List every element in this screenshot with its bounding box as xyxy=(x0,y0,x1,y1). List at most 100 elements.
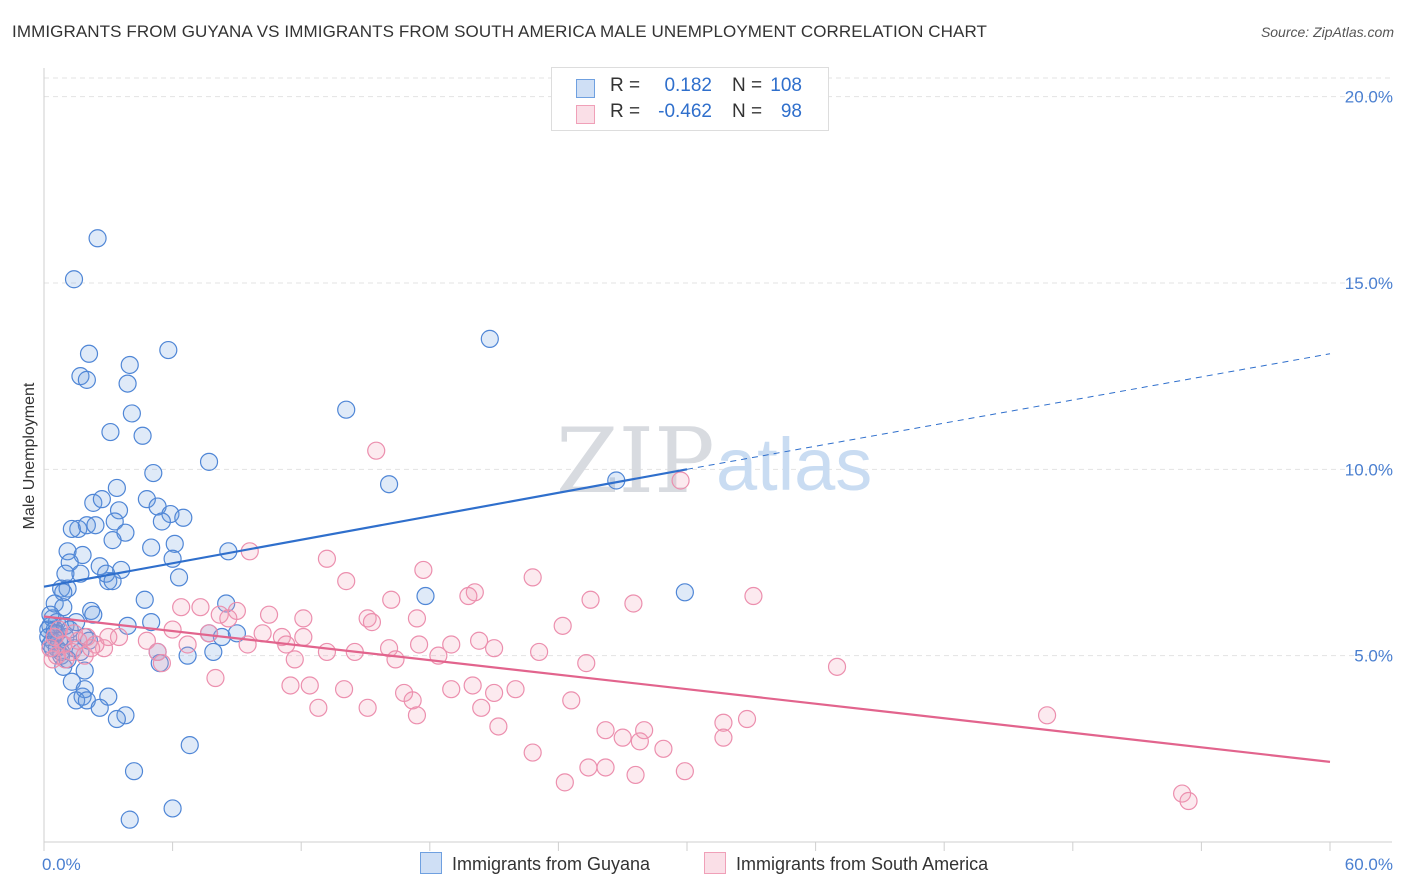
guyana-point xyxy=(416,586,435,606)
legend-swatch-guyana xyxy=(576,79,595,98)
guyana-point xyxy=(165,534,184,553)
south-america-point xyxy=(403,691,422,710)
legend-r-value: -0.462 xyxy=(658,101,712,122)
south-america-point xyxy=(75,646,94,665)
y-tick-label: 20.0% xyxy=(1345,88,1393,107)
south-america-point xyxy=(485,639,504,658)
guyana-point xyxy=(101,422,120,442)
south-america-point xyxy=(137,631,156,650)
south-america-point xyxy=(253,624,272,643)
south-america-point xyxy=(172,598,191,617)
legend-n-label: N = xyxy=(732,101,763,122)
south-america-point xyxy=(109,627,129,647)
legend-n-label: N = xyxy=(732,75,763,96)
watermark: ZIP atlas xyxy=(556,409,872,514)
guyana-point xyxy=(67,691,86,710)
south-america-point xyxy=(362,613,382,632)
south-america-point xyxy=(489,717,508,736)
south-america-point xyxy=(442,680,461,699)
south-america-point xyxy=(472,698,491,717)
south-america-point xyxy=(469,631,489,650)
guyana-point xyxy=(217,594,236,613)
guyana-point xyxy=(118,374,137,393)
legend-row-guyana: R = 0.182 N = 108 xyxy=(552,75,828,101)
south-america-point xyxy=(714,713,733,732)
watermark-atlas: atlas xyxy=(716,423,872,506)
x-tick-label: 60.0% xyxy=(1345,855,1393,874)
guyana-point xyxy=(133,426,152,445)
guyana-point xyxy=(120,355,139,375)
trend-lines xyxy=(43,353,1331,763)
guyana-point xyxy=(107,478,126,498)
guyana-point xyxy=(90,698,109,717)
south-america-point xyxy=(630,732,649,751)
guyana-point xyxy=(75,661,94,680)
guyana-point xyxy=(180,736,199,755)
guyana-point xyxy=(159,340,178,360)
legend-swatch-south-america xyxy=(576,105,595,124)
south-america-point xyxy=(358,698,377,717)
guyana-point xyxy=(135,590,154,609)
x-tick-label: 0.0% xyxy=(42,855,81,874)
legend-n-value: 108 xyxy=(770,75,802,96)
x-tick-labels: 0.0% 60.0% xyxy=(42,855,1393,874)
guyana-point xyxy=(137,490,156,509)
south-america-point xyxy=(827,657,847,676)
guyana-trend-extension xyxy=(686,353,1331,470)
south-america-point xyxy=(337,572,356,591)
south-america-point xyxy=(613,728,632,747)
south-america-point xyxy=(744,586,763,606)
legend-row-south-america: R = -0.462 N = 98 xyxy=(552,101,828,127)
south-america-point xyxy=(41,639,60,658)
south-america-point xyxy=(506,680,525,699)
south-america-point xyxy=(285,650,304,669)
y-tick-label: 5.0% xyxy=(1354,647,1393,666)
guyana-point xyxy=(41,605,60,624)
south-america-point xyxy=(737,709,757,729)
guyana-point xyxy=(120,810,139,829)
south-america-point xyxy=(64,624,84,643)
guyana-point xyxy=(103,572,122,591)
south-america-point xyxy=(199,624,219,643)
south-america-point xyxy=(317,549,337,568)
guyana-point xyxy=(58,542,77,561)
guyana-point xyxy=(480,329,499,348)
legend-item-guyana: Immigrants from Guyana xyxy=(420,852,650,876)
legend-swatch-south-america xyxy=(704,852,726,874)
south-america-point xyxy=(596,721,615,740)
guyana-point xyxy=(142,613,161,632)
south-america-point xyxy=(294,627,313,647)
south-america-point xyxy=(675,762,694,781)
guyana-point xyxy=(77,370,96,389)
data-points xyxy=(39,229,1198,829)
south-america-point xyxy=(49,620,69,639)
guyana-point xyxy=(163,799,182,818)
south-america-point xyxy=(463,676,482,695)
south-america-point xyxy=(407,609,427,628)
y-tick-labels: 5.0% 10.0% 15.0% 20.0% xyxy=(1345,88,1393,666)
south-america-point xyxy=(148,642,167,662)
y-tick-label: 15.0% xyxy=(1345,274,1393,293)
y-tick-label: 10.0% xyxy=(1345,460,1393,479)
south-america-point xyxy=(317,642,337,662)
south-america-point xyxy=(1179,791,1198,811)
south-america-point xyxy=(624,594,643,613)
south-america-point xyxy=(99,627,118,647)
guyana-point xyxy=(169,568,189,587)
south-america-point xyxy=(553,616,572,635)
south-america-point xyxy=(442,635,461,654)
stats-legend: R = 0.182 N = 108 R = -0.462 N = 98 xyxy=(551,67,829,131)
guyana-point xyxy=(109,501,129,520)
guyana-point xyxy=(103,531,122,550)
guyana-point xyxy=(92,490,111,509)
south-america-point xyxy=(577,654,596,673)
guyana-point xyxy=(174,508,193,527)
south-america-point xyxy=(581,590,600,609)
guyana-point xyxy=(79,344,99,363)
south-america-point xyxy=(294,609,313,628)
south-america-point xyxy=(47,646,66,665)
watermark-zip: ZIP xyxy=(556,409,715,514)
south-america-point xyxy=(382,590,401,609)
south-america-point xyxy=(635,721,654,740)
guyana-point xyxy=(105,512,124,531)
